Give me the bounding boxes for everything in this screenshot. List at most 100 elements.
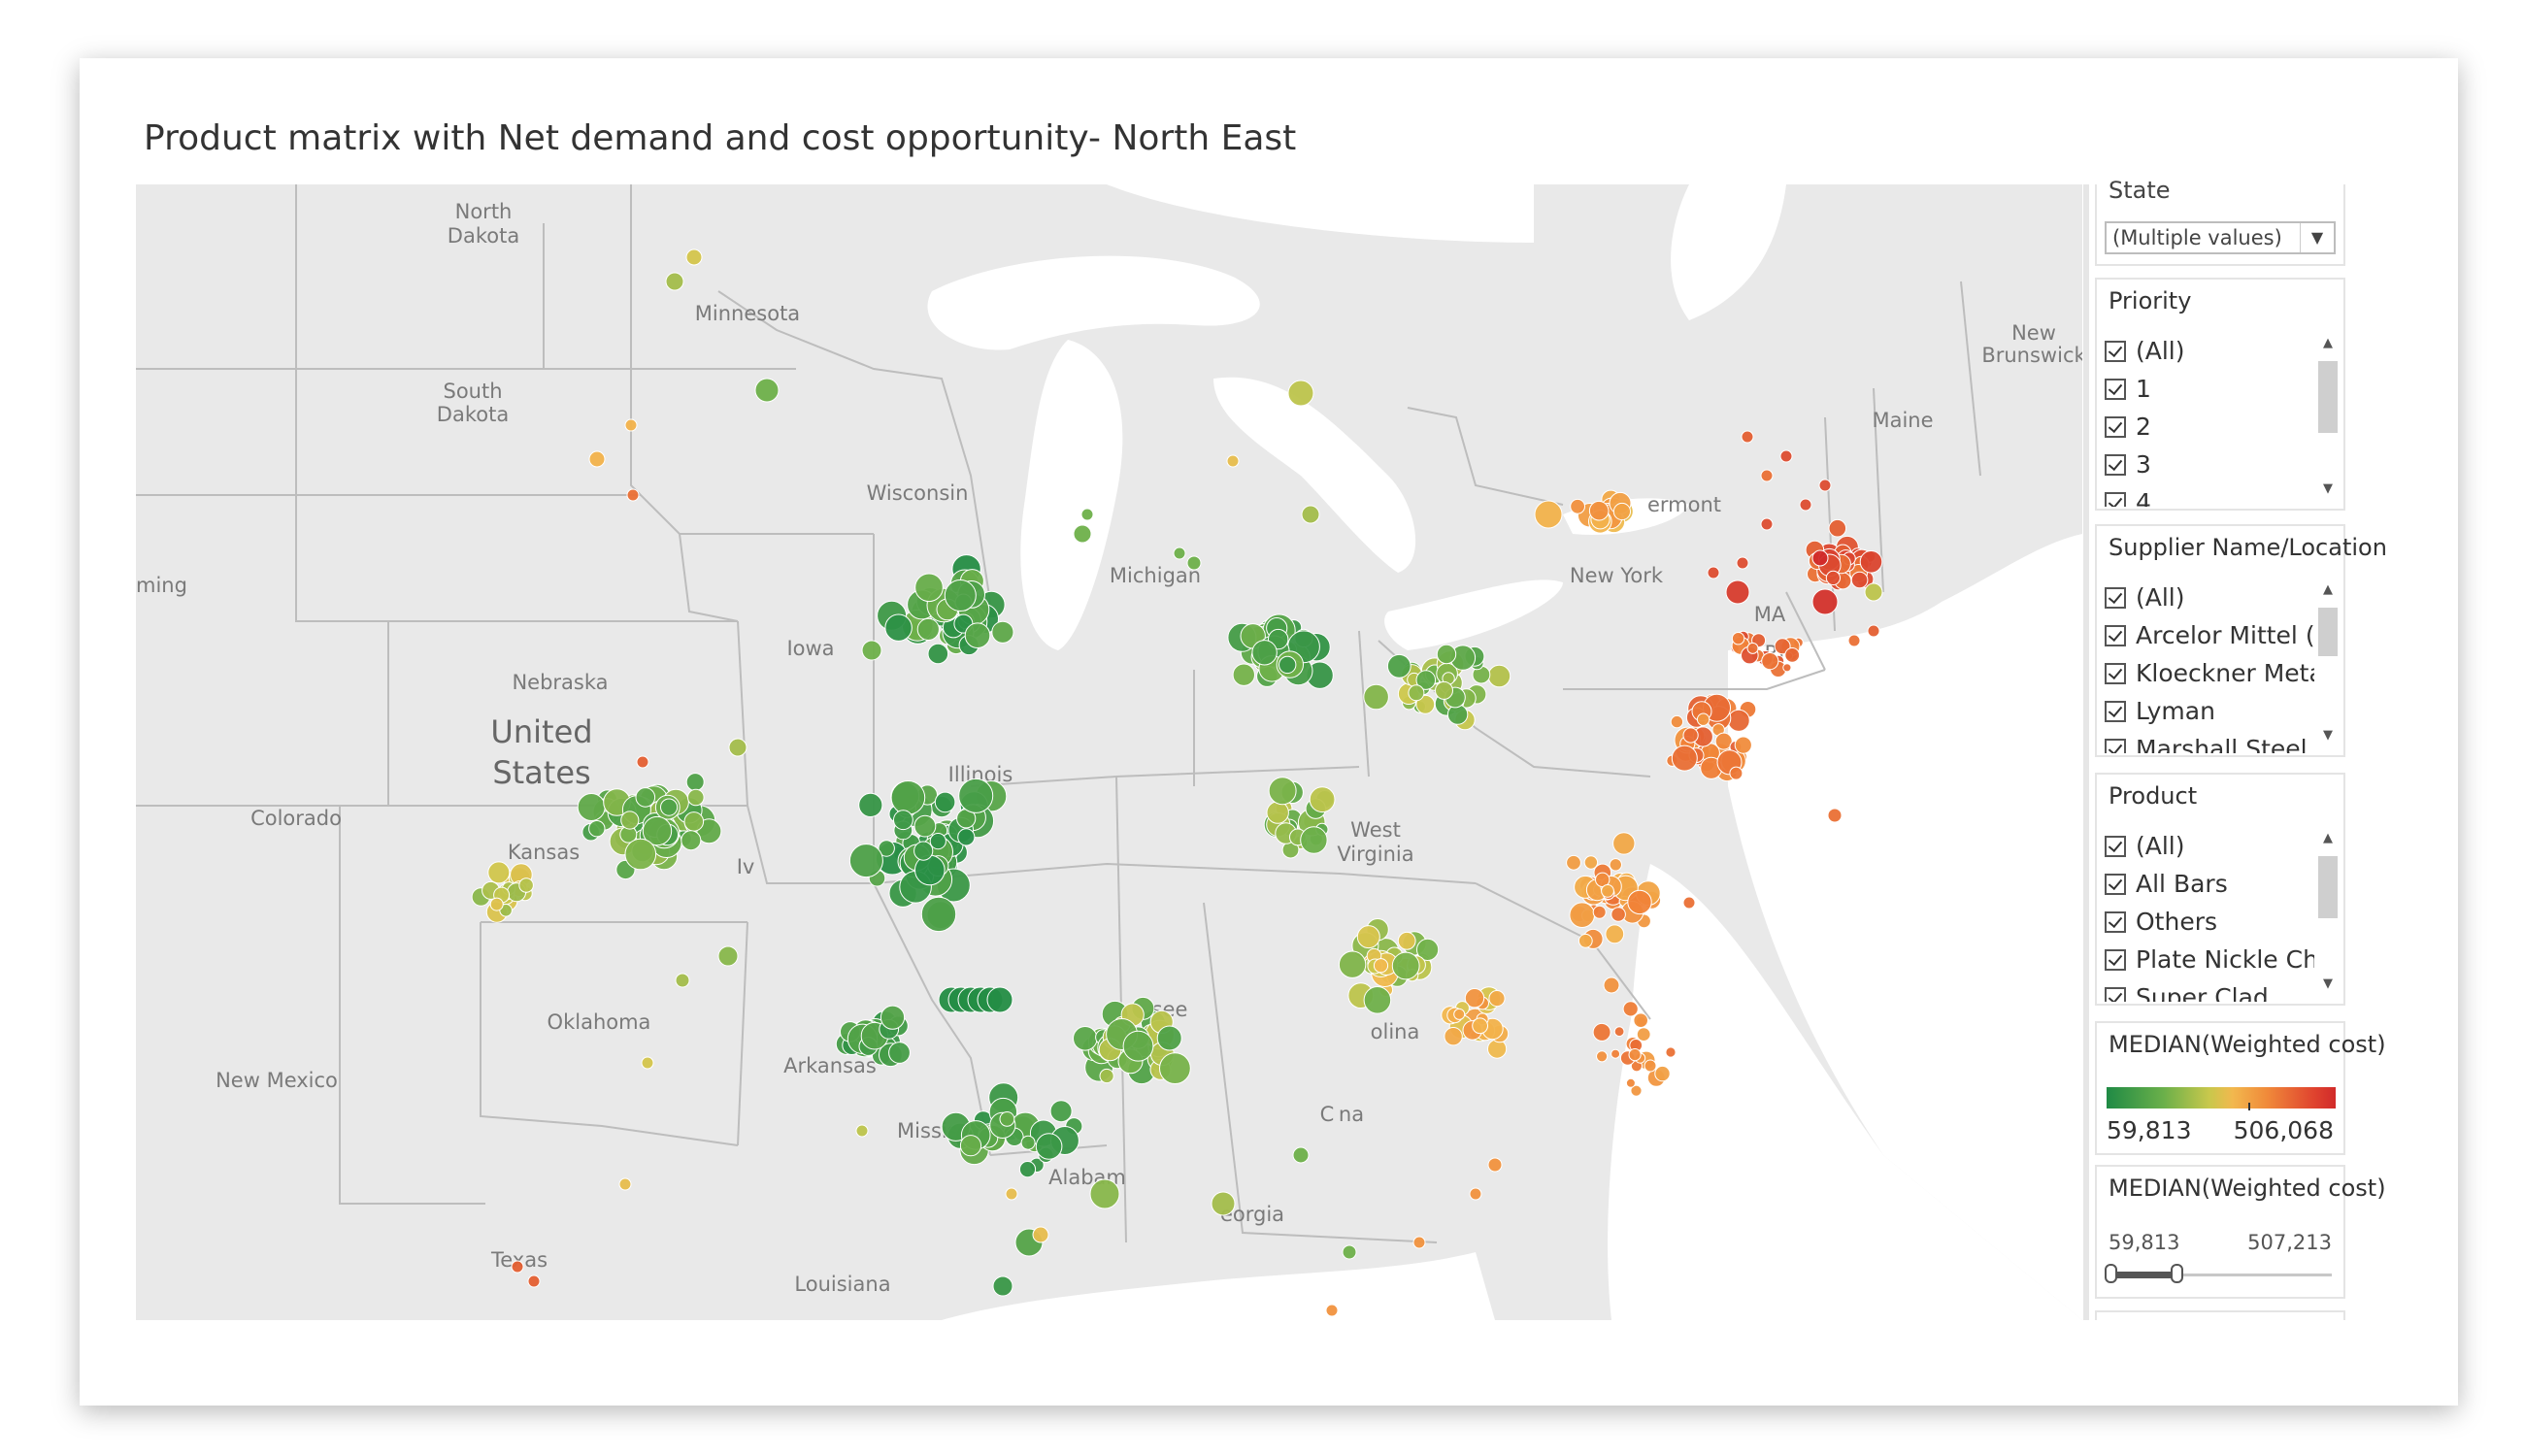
map-point[interactable] bbox=[1592, 1022, 1611, 1042]
map-point[interactable] bbox=[1592, 905, 1607, 919]
map-point[interactable] bbox=[1682, 896, 1696, 910]
map-point[interactable] bbox=[1279, 655, 1297, 675]
map-point[interactable] bbox=[1373, 958, 1389, 974]
supplier-scrollbar[interactable]: ▲ ▼ bbox=[2316, 582, 2340, 749]
map-point[interactable] bbox=[1415, 670, 1437, 690]
map-point[interactable] bbox=[1412, 1236, 1426, 1249]
map-point[interactable] bbox=[1342, 1244, 1357, 1260]
checkbox-icon[interactable] bbox=[2105, 662, 2126, 684]
map-point[interactable] bbox=[920, 896, 957, 933]
map-point[interactable] bbox=[1080, 508, 1094, 521]
priority-item[interactable]: 4 bbox=[2105, 483, 2314, 507]
scroll-up-icon[interactable]: ▲ bbox=[2323, 336, 2333, 350]
map-point[interactable] bbox=[1636, 1027, 1651, 1042]
map-point[interactable] bbox=[1671, 745, 1698, 772]
map-point[interactable] bbox=[527, 1274, 541, 1288]
map-point[interactable] bbox=[1811, 588, 1839, 615]
map-point[interactable] bbox=[1173, 546, 1186, 560]
scroll-thumb[interactable] bbox=[2318, 608, 2338, 656]
map-point[interactable] bbox=[1630, 1084, 1643, 1097]
map-point[interactable] bbox=[641, 1056, 654, 1070]
map-point[interactable] bbox=[1292, 1146, 1310, 1164]
checkbox-icon[interactable] bbox=[2105, 835, 2126, 857]
map-point[interactable] bbox=[1729, 766, 1744, 780]
map-point[interactable] bbox=[1682, 727, 1699, 744]
slider-min-handle[interactable] bbox=[2105, 1264, 2117, 1283]
map-point[interactable] bbox=[861, 640, 882, 661]
map-point[interactable] bbox=[1799, 498, 1812, 512]
map-point[interactable] bbox=[1736, 556, 1749, 570]
map-point[interactable] bbox=[1644, 1059, 1657, 1073]
map-point[interactable] bbox=[588, 450, 606, 468]
scroll-thumb[interactable] bbox=[2318, 856, 2338, 918]
map-point[interactable] bbox=[1670, 714, 1684, 729]
map-point[interactable] bbox=[1363, 683, 1389, 711]
map-point[interactable] bbox=[1714, 732, 1733, 750]
map-point[interactable] bbox=[489, 897, 504, 911]
map-point[interactable] bbox=[1300, 826, 1328, 854]
map-point[interactable] bbox=[880, 1005, 906, 1030]
map-point[interactable] bbox=[687, 788, 705, 807]
product-item[interactable]: (All) bbox=[2105, 827, 2314, 865]
map-point[interactable] bbox=[1825, 570, 1842, 585]
map-point[interactable] bbox=[624, 838, 657, 871]
map-point[interactable] bbox=[1859, 550, 1883, 574]
map-point[interactable] bbox=[1761, 652, 1779, 671]
map-point[interactable] bbox=[1633, 1012, 1648, 1029]
map-point[interactable] bbox=[1779, 449, 1793, 463]
map-point[interactable] bbox=[1487, 664, 1511, 688]
map-point[interactable] bbox=[1741, 430, 1754, 444]
checkbox-icon[interactable] bbox=[2105, 340, 2126, 362]
map-point[interactable] bbox=[1325, 1304, 1339, 1317]
map-point[interactable] bbox=[1397, 931, 1416, 950]
map-point[interactable] bbox=[1583, 855, 1599, 870]
supplier-item[interactable]: Kloeckner Metals bbox=[2105, 654, 2314, 692]
map-point[interactable] bbox=[1850, 571, 1869, 589]
map-point[interactable] bbox=[1020, 1135, 1036, 1150]
map-point[interactable] bbox=[1725, 579, 1750, 605]
map-point[interactable] bbox=[1338, 950, 1367, 978]
map-point[interactable] bbox=[878, 840, 895, 857]
map-point[interactable] bbox=[1099, 1068, 1114, 1084]
map-point[interactable] bbox=[1487, 1157, 1503, 1173]
scroll-down-icon[interactable]: ▼ bbox=[2323, 481, 2333, 496]
map-point[interactable] bbox=[1827, 808, 1843, 823]
map-point[interactable] bbox=[958, 778, 994, 813]
map-point[interactable] bbox=[1782, 663, 1792, 673]
map-point[interactable] bbox=[665, 272, 684, 291]
map-point[interactable] bbox=[511, 1260, 524, 1274]
map-point[interactable] bbox=[913, 841, 934, 861]
map-point[interactable] bbox=[1211, 1191, 1236, 1216]
map-point[interactable] bbox=[487, 861, 511, 884]
map-point[interactable] bbox=[1436, 644, 1457, 665]
map-point[interactable] bbox=[991, 620, 1014, 644]
map-point[interactable] bbox=[959, 1135, 982, 1157]
map-point[interactable] bbox=[1605, 924, 1625, 944]
product-item[interactable]: Super Clad bbox=[2105, 978, 2314, 1002]
checkbox-icon[interactable] bbox=[2105, 586, 2126, 609]
scroll-down-icon[interactable]: ▼ bbox=[2323, 728, 2333, 743]
map-point[interactable] bbox=[1408, 684, 1425, 702]
scroll-down-icon[interactable]: ▼ bbox=[2323, 976, 2333, 991]
map-point[interactable] bbox=[1613, 1026, 1625, 1038]
product-item[interactable]: Others bbox=[2105, 903, 2314, 941]
map-point[interactable] bbox=[1453, 1008, 1466, 1020]
supplier-item[interactable]: (All) bbox=[2105, 579, 2314, 616]
map-point[interactable] bbox=[1156, 1025, 1182, 1051]
map-point[interactable] bbox=[754, 378, 780, 403]
map-point[interactable] bbox=[577, 793, 606, 821]
map-point[interactable] bbox=[1232, 663, 1256, 686]
map-point[interactable] bbox=[986, 986, 1013, 1013]
map-point[interactable] bbox=[1625, 1077, 1636, 1088]
map-point[interactable] bbox=[1746, 642, 1759, 654]
map-point[interactable] bbox=[1622, 1001, 1639, 1017]
scroll-up-icon[interactable]: ▲ bbox=[2323, 831, 2333, 845]
map-point[interactable] bbox=[1707, 566, 1720, 579]
map-point[interactable] bbox=[1601, 884, 1614, 898]
priority-item[interactable]: 3 bbox=[2105, 446, 2314, 483]
product-item[interactable]: Plate Nickle Chr... bbox=[2105, 941, 2314, 978]
map-point[interactable] bbox=[884, 613, 913, 642]
checkbox-icon[interactable] bbox=[2105, 986, 2126, 1002]
map-point[interactable] bbox=[1186, 555, 1202, 571]
map-point[interactable] bbox=[1611, 907, 1626, 922]
